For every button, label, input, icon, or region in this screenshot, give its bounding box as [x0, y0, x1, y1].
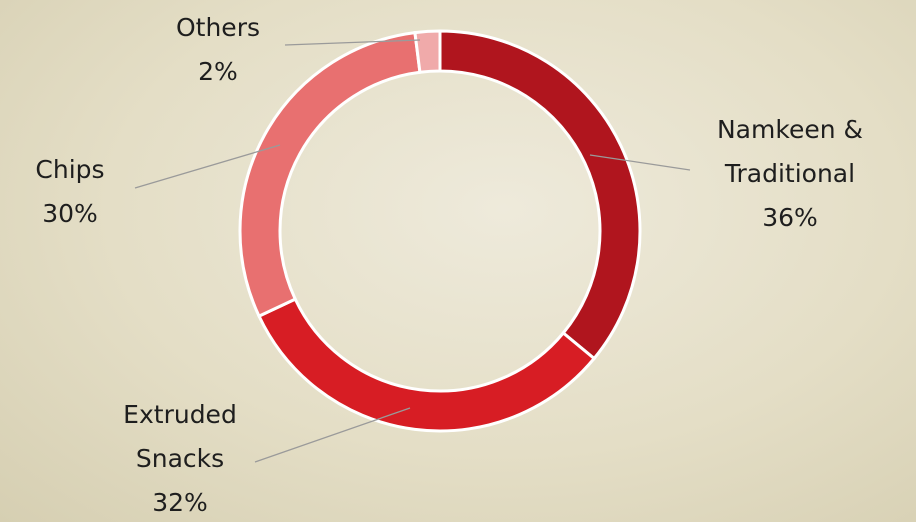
category-label: Chips [35, 155, 105, 184]
value-label: 36% [762, 203, 818, 232]
value-label: 2% [198, 57, 238, 86]
data-label: Chips 30% [15, 148, 125, 236]
category-label: Others [175, 13, 260, 42]
donut-segment [413, 29, 442, 74]
value-label: 30% [42, 199, 98, 228]
donut-segment [438, 29, 642, 361]
category-label: Namkeen & Traditional [716, 115, 863, 188]
leader-line [254, 407, 411, 463]
leader-line [284, 39, 421, 46]
data-label: Extruded Snacks 32% [105, 393, 255, 522]
leader-line [134, 144, 281, 189]
data-label: Others 2% [163, 6, 273, 94]
value-label: 32% [152, 488, 208, 517]
leader-line [589, 154, 691, 171]
category-label: Extruded Snacks [123, 400, 237, 473]
data-label: Namkeen & Traditional 36% [695, 108, 885, 240]
donut-segment [257, 297, 597, 433]
